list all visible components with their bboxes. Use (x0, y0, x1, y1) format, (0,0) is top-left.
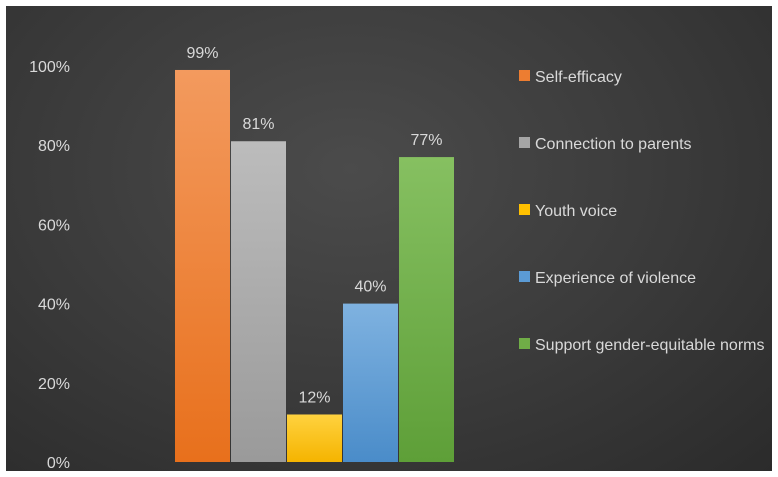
bar-2 (231, 141, 286, 463)
data-label: 99% (186, 45, 218, 62)
legend-swatch (519, 204, 530, 215)
legend-label: Support gender-equitable norms (535, 337, 764, 354)
y-tick-label: 80% (38, 138, 70, 155)
data-labels: 99% 81% 12% 40% 77% (186, 45, 442, 407)
y-tick-label: 20% (38, 376, 70, 393)
y-tick-label: 60% (38, 217, 70, 234)
legend: Self-efficacy Connection to parents Youth … (519, 69, 764, 354)
data-label: 81% (242, 116, 274, 133)
bar-5 (399, 157, 454, 462)
bars (175, 69, 454, 463)
legend-swatch (519, 338, 530, 349)
legend-swatch (519, 70, 530, 81)
legend-label: Youth voice (535, 203, 617, 220)
legend-label: Connection to parents (535, 136, 692, 153)
data-label: 40% (354, 279, 386, 296)
y-axis: 0% 20% 40% 60% 80% 100% (29, 59, 70, 472)
y-tick-label: 0% (47, 455, 70, 472)
y-tick-label: 100% (29, 59, 70, 76)
legend-label: Self-efficacy (535, 69, 622, 86)
bar-3 (287, 414, 342, 462)
bar-1 (175, 69, 230, 463)
data-label: 77% (410, 132, 442, 149)
legend-swatch (519, 137, 530, 148)
bar-4 (343, 303, 398, 462)
data-label: 12% (298, 389, 330, 406)
legend-label: Experience of violence (535, 270, 696, 287)
y-tick-label: 40% (38, 297, 70, 314)
legend-swatch (519, 271, 530, 282)
